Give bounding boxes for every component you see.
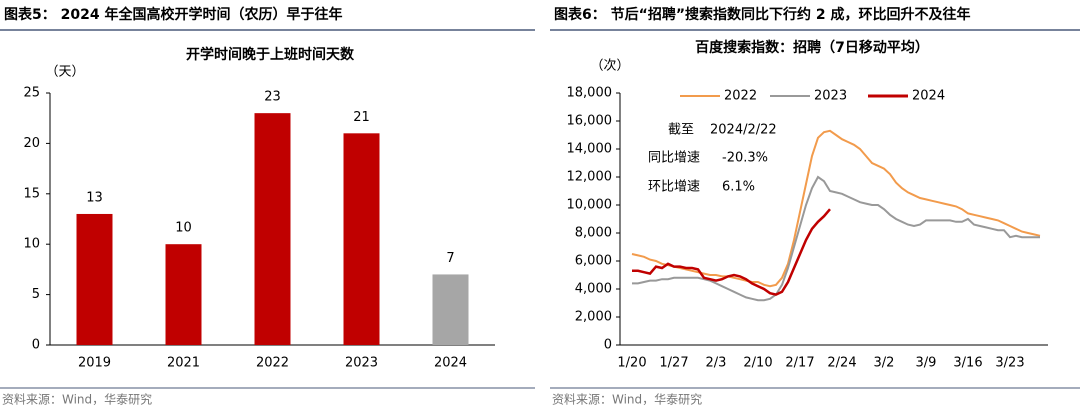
annotation: -20.3% — [722, 151, 768, 166]
annotation: 同比增速 — [648, 151, 700, 166]
y-tick-label: 10,000 — [567, 198, 613, 213]
x-tick-label: 2022 — [256, 356, 289, 371]
y-tick-label: 0 — [604, 338, 612, 353]
x-tick-label: 3/16 — [953, 356, 982, 371]
x-tick-label: 2021 — [167, 356, 200, 371]
y-tick-label: 12,000 — [567, 170, 613, 185]
bar — [76, 213, 113, 345]
y-tick-label: 15 — [23, 186, 40, 201]
bar — [254, 113, 291, 345]
y-axis-label: （次） — [590, 58, 629, 74]
line-series — [632, 208, 831, 296]
y-tick-label: 6,000 — [575, 254, 612, 269]
y-tick-label: 4,000 — [575, 282, 612, 297]
y-tick-label: 5 — [32, 287, 40, 302]
y-axis-label: （天） — [45, 65, 84, 80]
x-tick-label: 2024 — [434, 356, 467, 371]
legend-label: 2022 — [724, 89, 757, 104]
bar — [343, 133, 380, 345]
source: 资料来源：Wind，华泰研究 — [552, 392, 702, 407]
y-tick-label: 10 — [23, 237, 40, 252]
y-tick-label: 16,000 — [567, 114, 613, 129]
x-tick-label: 2/17 — [785, 356, 814, 371]
x-tick-label: 3/23 — [995, 356, 1024, 371]
y-tick-label: 20 — [23, 136, 40, 151]
value-label: 13 — [86, 190, 103, 205]
source: 资料来源：Wind，华泰研究 — [2, 392, 152, 407]
x-tick-label: 2019 — [78, 356, 111, 371]
value-label: 7 — [446, 251, 454, 266]
figure-title: 图表6： 节后“招聘”搜索指数同比下行约 2 成，环比回升不及往年 — [554, 6, 971, 23]
y-tick-label: 25 — [23, 86, 40, 101]
x-tick-label: 2/3 — [706, 356, 727, 371]
chart-subtitle: 百度搜索指数：招聘（7日移动平均） — [695, 39, 929, 56]
annotation: 截至 — [668, 123, 694, 138]
x-tick-label: 2023 — [345, 356, 378, 371]
legend-label: 2024 — [912, 89, 945, 104]
value-label: 21 — [353, 110, 370, 125]
legend-label: 2023 — [814, 89, 847, 104]
y-tick-label: 14,000 — [567, 142, 613, 157]
annotation: 6.1% — [722, 180, 755, 195]
line-series — [632, 175, 1040, 302]
bar — [432, 274, 469, 345]
x-tick-label: 2/24 — [827, 356, 856, 371]
annotation: 2024/2/22 — [710, 123, 777, 138]
x-tick-label: 2/10 — [743, 356, 772, 371]
x-tick-label: 1/20 — [617, 356, 646, 371]
bar — [165, 244, 202, 345]
chart-subtitle: 开学时间晚于上班时间天数 — [186, 46, 355, 63]
figure-title: 图表5： 2024 年全国高校开学时间（农历）早于往年 — [4, 6, 342, 23]
value-label: 23 — [264, 90, 281, 105]
annotation: 环比增速 — [648, 180, 700, 195]
x-tick-label: 3/2 — [874, 356, 895, 371]
x-tick-label: 1/27 — [659, 356, 688, 371]
value-label: 10 — [175, 221, 192, 236]
x-tick-label: 3/9 — [916, 356, 937, 371]
y-tick-label: 0 — [32, 338, 40, 353]
y-tick-label: 18,000 — [567, 86, 613, 101]
y-tick-label: 2,000 — [575, 310, 612, 325]
y-tick-label: 8,000 — [575, 226, 612, 241]
